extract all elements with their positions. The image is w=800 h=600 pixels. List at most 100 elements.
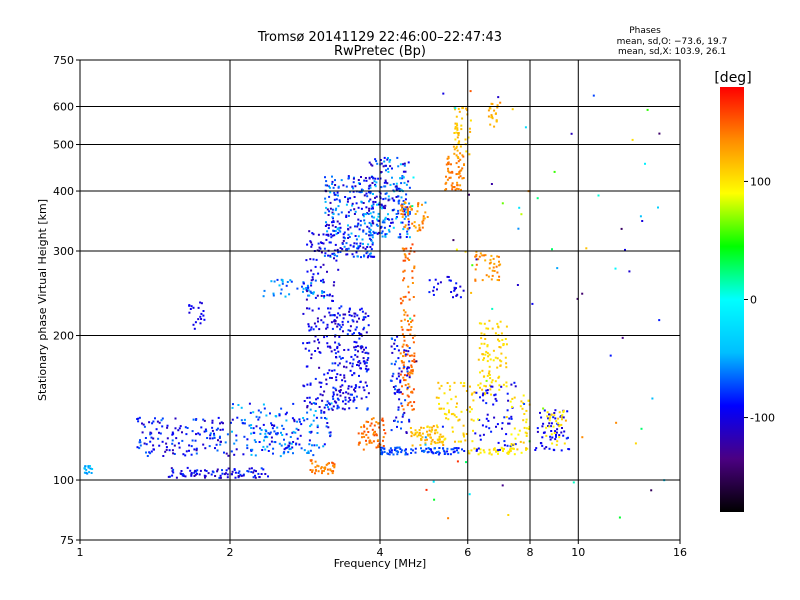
data-point (484, 259, 487, 262)
data-point (316, 249, 319, 252)
data-point (324, 417, 326, 419)
data-point (383, 429, 386, 431)
data-point (250, 427, 253, 429)
data-point (557, 417, 560, 420)
data-point (190, 474, 193, 477)
data-point (362, 213, 365, 216)
data-point (354, 384, 357, 387)
data-point (141, 422, 143, 425)
y-tick-label: 100 (53, 474, 74, 487)
data-point (409, 427, 412, 429)
chart-subtitle: RwPretec (Bp) (334, 44, 426, 59)
data-point (658, 132, 661, 135)
data-point (410, 452, 413, 454)
data-point (368, 441, 371, 444)
data-point (363, 362, 366, 365)
data-point (343, 245, 346, 248)
data-point (329, 346, 332, 349)
data-point (646, 108, 649, 111)
data-point (358, 374, 360, 377)
data-point (343, 408, 346, 411)
data-point (318, 406, 321, 408)
data-point (90, 472, 93, 474)
data-point (375, 160, 378, 163)
data-point (335, 207, 338, 210)
data-point (328, 345, 331, 348)
data-point (336, 407, 339, 410)
data-point (397, 187, 400, 190)
data-point (349, 244, 352, 247)
data-point (408, 347, 411, 349)
data-point (505, 433, 508, 436)
data-point (463, 435, 465, 438)
data-point (310, 326, 313, 329)
data-point (484, 385, 487, 388)
data-point (315, 469, 317, 472)
data-point (499, 101, 502, 104)
data-point (444, 452, 447, 455)
data-point (516, 284, 519, 286)
data-point (337, 231, 340, 234)
data-point (351, 362, 354, 365)
data-point (412, 341, 415, 344)
data-point (391, 351, 394, 354)
data-point (485, 417, 488, 420)
data-point (188, 449, 190, 452)
data-point (382, 205, 385, 208)
data-point (211, 421, 214, 424)
data-point (404, 224, 407, 227)
data-point (190, 453, 193, 456)
data-point (366, 256, 369, 259)
x-tick-label: 10 (571, 546, 585, 559)
data-point (446, 382, 449, 384)
data-point (422, 215, 425, 218)
data-point (345, 242, 348, 245)
data-point (203, 419, 206, 422)
data-point (150, 450, 153, 453)
data-point (332, 470, 335, 473)
data-point (193, 448, 196, 451)
data-point (268, 432, 271, 435)
data-point (312, 233, 315, 236)
data-point (413, 361, 416, 363)
data-point (511, 405, 513, 408)
y-tick-label: 300 (53, 245, 74, 258)
data-point (456, 124, 459, 127)
data-point (411, 222, 414, 225)
data-point (472, 399, 475, 402)
data-point (265, 414, 268, 417)
data-point (431, 438, 434, 441)
data-point (550, 430, 553, 432)
data-point (368, 209, 371, 212)
data-point (384, 197, 387, 200)
data-point (315, 416, 318, 419)
data-point (358, 441, 361, 444)
data-point (250, 449, 253, 452)
data-point (393, 449, 396, 451)
data-point (233, 442, 236, 445)
data-point (389, 379, 392, 382)
data-point (480, 337, 483, 340)
data-point (317, 242, 320, 245)
data-point (400, 196, 403, 199)
data-point (485, 389, 488, 392)
data-point (329, 191, 332, 194)
data-point (491, 307, 494, 310)
data-point (448, 171, 451, 174)
data-point (346, 253, 349, 256)
data-point (485, 379, 488, 382)
data-point (313, 414, 316, 417)
data-point (231, 430, 233, 433)
data-point (171, 449, 174, 452)
data-point (416, 210, 419, 213)
y-tick-label: 400 (53, 185, 74, 198)
data-point (331, 224, 334, 227)
data-point (461, 117, 464, 120)
data-point (191, 430, 194, 433)
data-point (356, 314, 359, 317)
y-tick-label: 200 (53, 330, 74, 343)
data-point (417, 205, 419, 208)
data-point (424, 439, 427, 442)
data-point (408, 420, 411, 423)
data-point (453, 381, 456, 384)
